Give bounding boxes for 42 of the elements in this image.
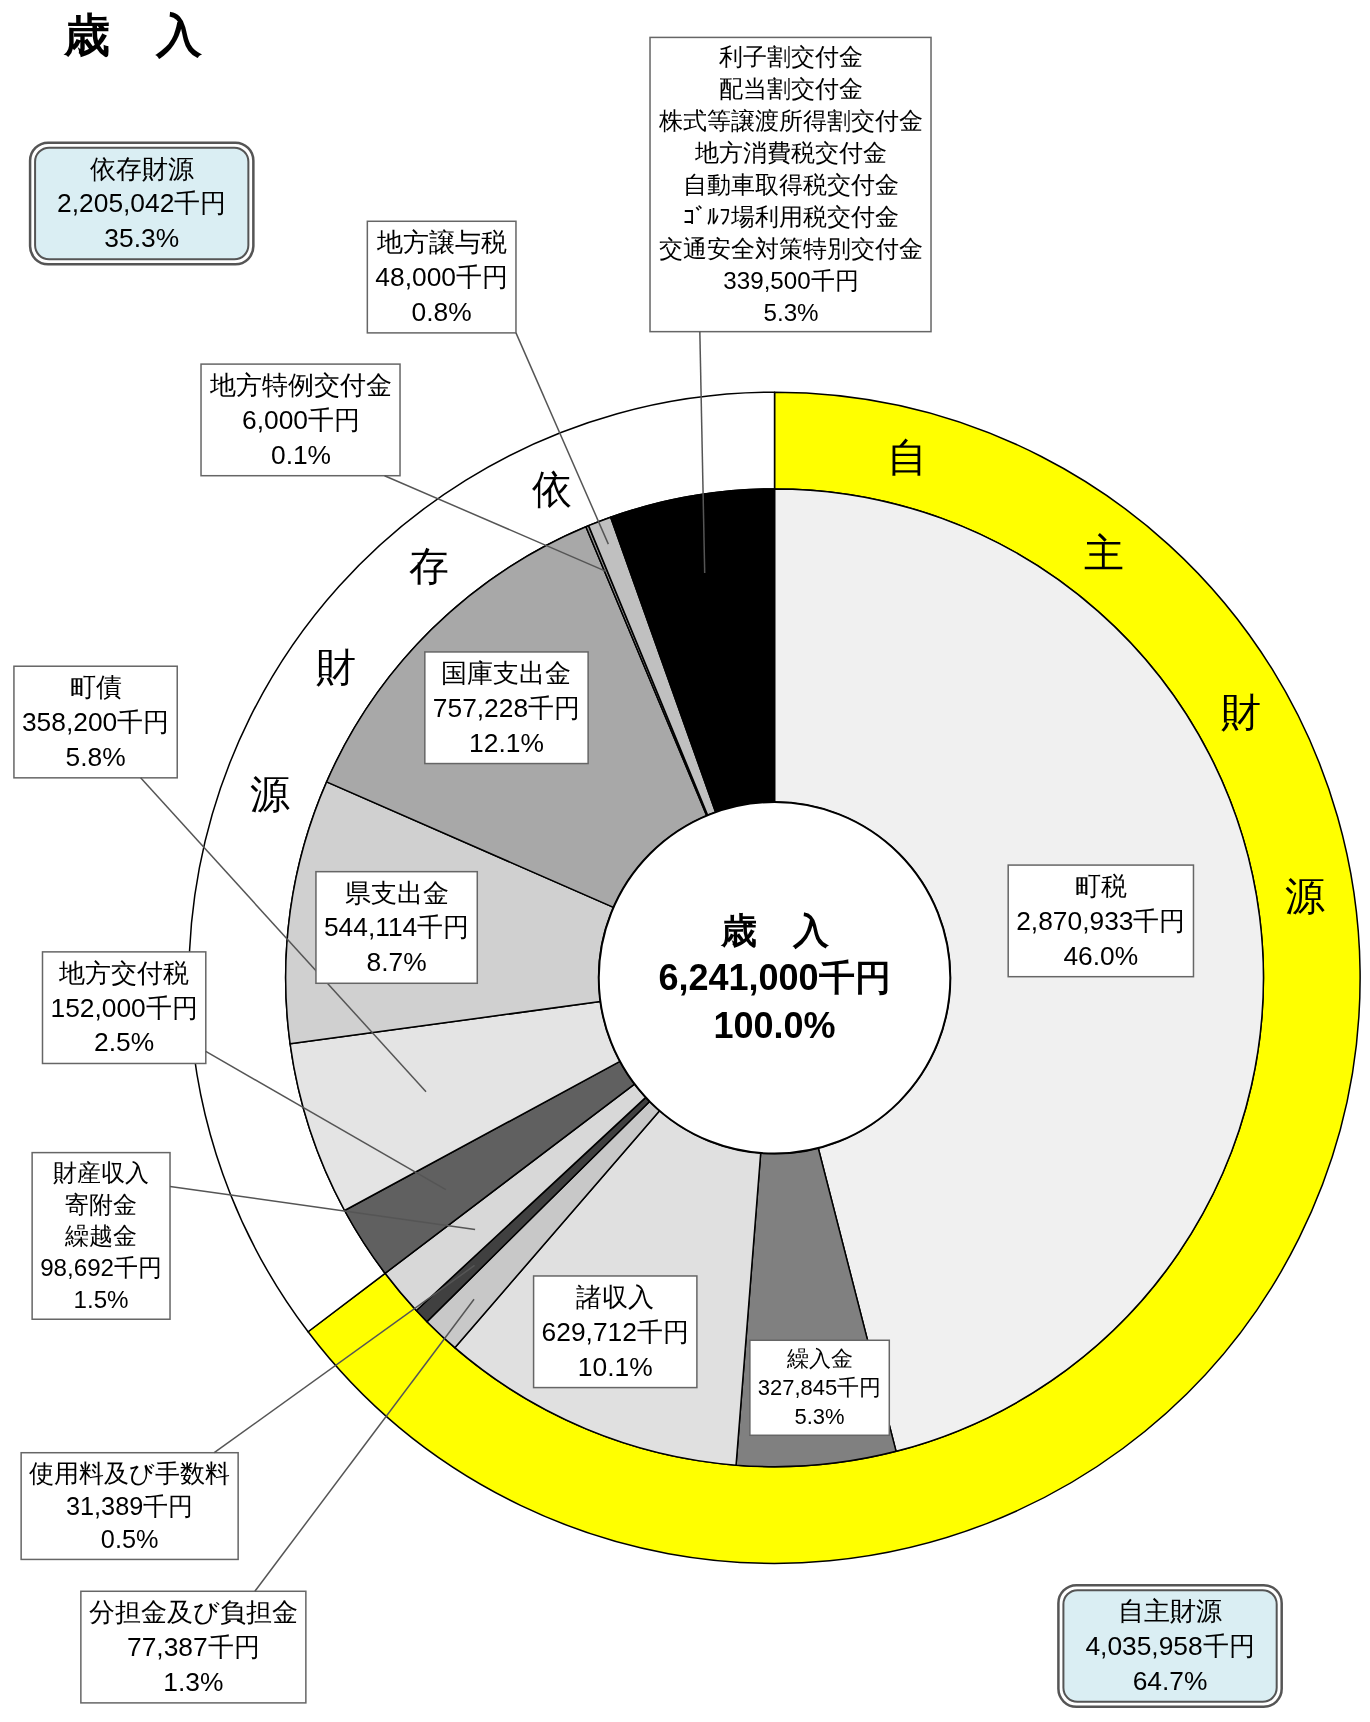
data-label: 77,387千円 1.3% xyxy=(127,1632,260,1697)
slice-label: 繰入金 xyxy=(785,1346,853,1372)
slice-label: 財産収入寄附金繰越金 xyxy=(53,1158,150,1250)
slice-label: 地方譲与税 xyxy=(375,227,507,258)
text: 自 xyxy=(887,435,928,480)
slice-label: 依存財源 xyxy=(89,153,194,184)
data-label: 48,000千円 0.8% xyxy=(375,262,508,327)
data-label: 339,500千円 5.3% xyxy=(723,266,859,326)
data-label: 544,114千円 8.7% xyxy=(323,912,470,978)
data-label: 2,205,042千円 35.3% xyxy=(57,188,227,254)
slice-label: 分担金及び負担金 xyxy=(88,1597,298,1628)
slice-label: 国庫支出金 xyxy=(441,657,572,688)
text: 主 xyxy=(1083,531,1124,576)
text: 6,241,000千円 xyxy=(658,957,891,999)
text: 存 xyxy=(409,544,450,589)
text: 源 xyxy=(249,772,290,817)
slice-label: 地方特例交付金 xyxy=(209,370,393,401)
data-label: 757,228千円 12.1% xyxy=(432,692,581,758)
chart-title: 歳 入 xyxy=(62,8,203,61)
text: 源 xyxy=(1285,873,1326,918)
slice-label: 町債 xyxy=(69,672,122,703)
data-label: 327,845千円 5.3% xyxy=(757,1375,882,1430)
slice-label: 諸収入 xyxy=(576,1281,655,1312)
text: 歳 入 xyxy=(719,909,830,951)
text: 100.0% xyxy=(713,1004,836,1046)
data-label: 358,200千円 5.8% xyxy=(21,707,170,772)
text: 財 xyxy=(316,645,357,690)
data-label: 31,389千円 0.5% xyxy=(66,1492,194,1554)
slice-label: 使用料及び手数料 xyxy=(29,1458,231,1487)
text: 財 xyxy=(1221,689,1262,734)
data-label: 6,000千円 0.1% xyxy=(242,404,361,470)
slice-label: 利子割交付金配当割交付金株式等譲渡所得割交付金地方消費税交付金自動車取得税交付金ｺﾞﾙﾌ場利用税交付金交通安全対策特別交付金 xyxy=(658,43,924,262)
data-label: 152,000千円 2.5% xyxy=(50,992,198,1058)
slice-label: 地方交付税 xyxy=(58,957,190,988)
slice-label: 自主財源 xyxy=(1118,1596,1223,1627)
slice-label: 県支出金 xyxy=(344,877,449,908)
data-label: 98,692千円 1.5% xyxy=(40,1254,163,1314)
data-label: 4,035,958千円 64.7% xyxy=(1085,1630,1255,1696)
data-label: 2,870,933千円 46.0% xyxy=(1016,905,1186,971)
slice-label: 町税 xyxy=(1074,871,1127,902)
data-label: 629,712千円 10.1% xyxy=(541,1316,689,1382)
text: 依 xyxy=(531,466,572,511)
